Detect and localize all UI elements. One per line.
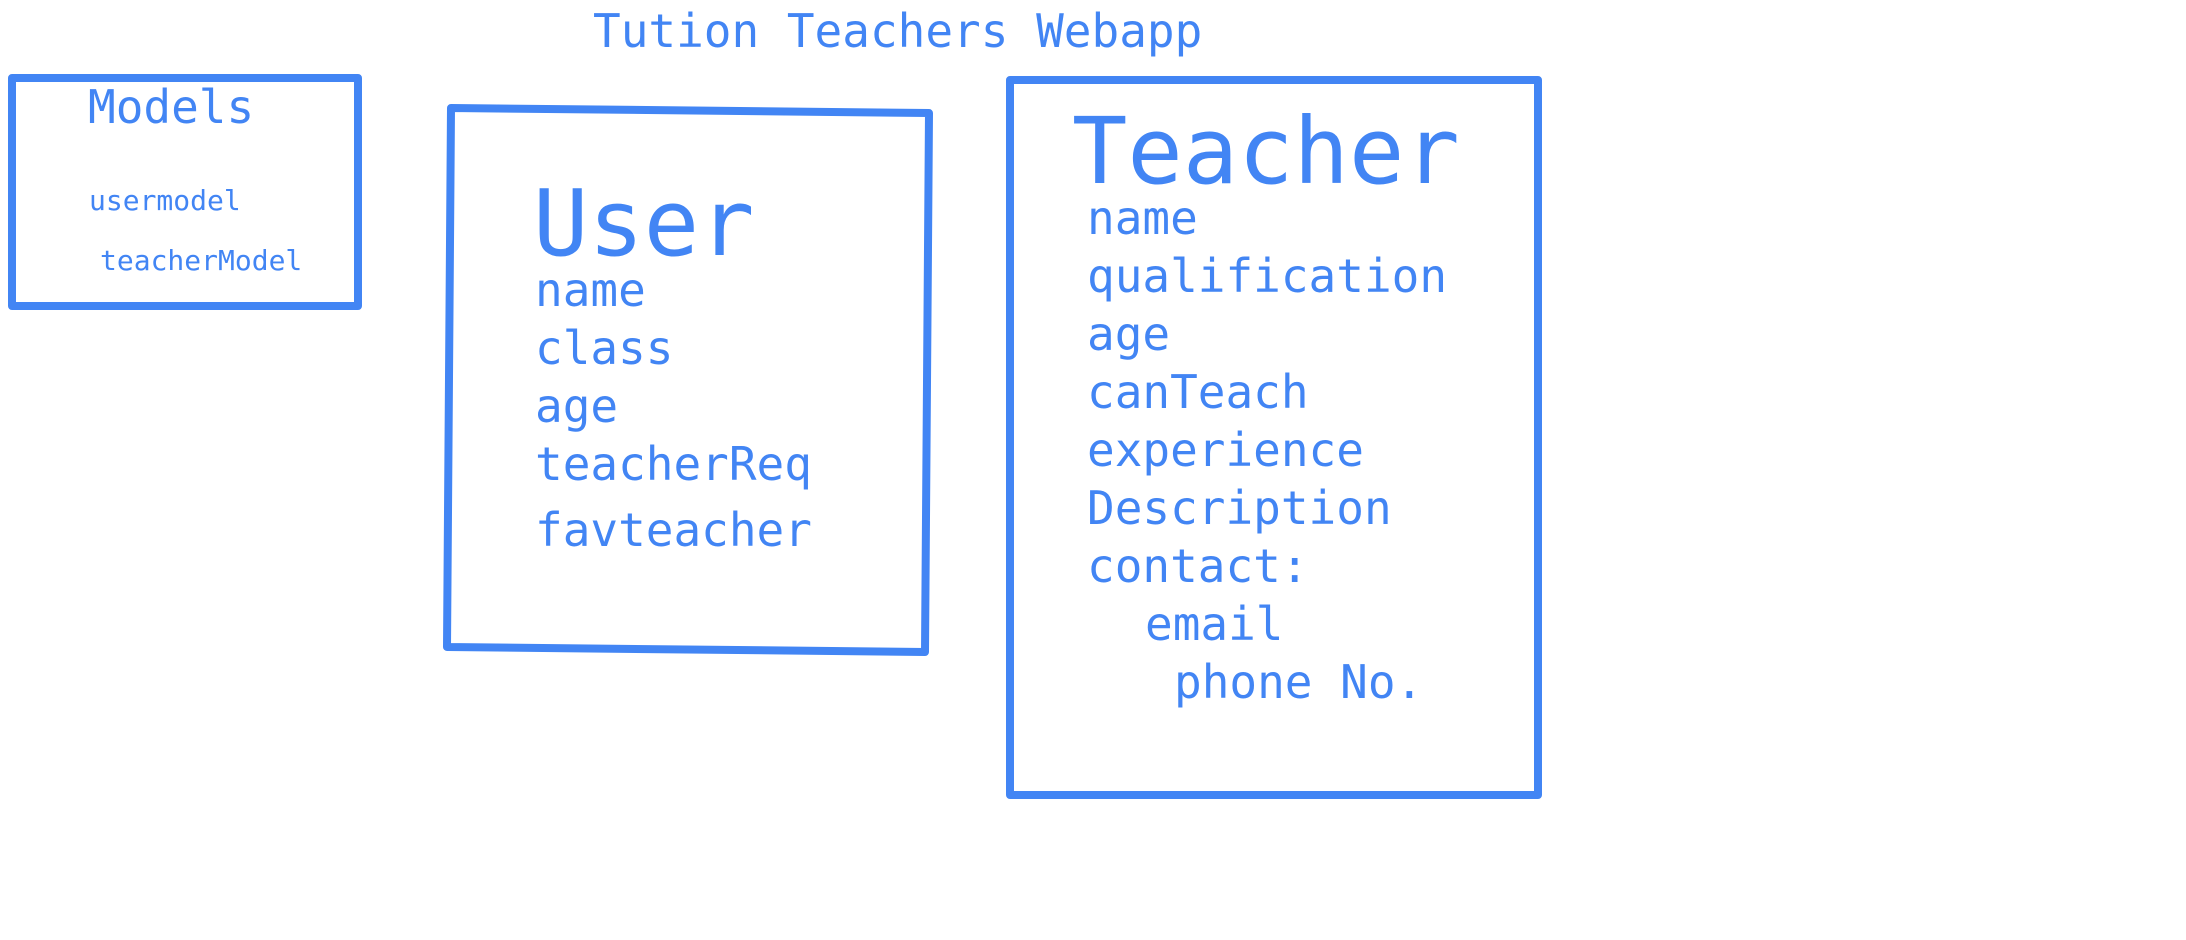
- user-field-name: name: [535, 263, 646, 317]
- user-field-favteacher: favteacher: [535, 503, 812, 557]
- teacher-field-name: name: [1087, 191, 1198, 245]
- teacher-field-canteach: canTeach: [1087, 365, 1309, 419]
- teacher-contact-email: email: [1145, 597, 1284, 651]
- user-field-class: class: [535, 321, 674, 375]
- user-box-title: User: [533, 170, 755, 277]
- models-box-title: Models: [88, 80, 255, 134]
- user-box: [443, 104, 933, 656]
- teacher-box-title: Teacher: [1072, 98, 1460, 205]
- teacher-field-age: age: [1087, 307, 1171, 361]
- teacher-field-qualification: qualification: [1087, 249, 1448, 303]
- models-item-teachermodel: teacherModel: [100, 244, 303, 277]
- teacher-box: [1006, 76, 1542, 799]
- diagram-title: Tution Teachers Webapp: [593, 4, 1203, 58]
- teacher-field-description: Description: [1087, 481, 1392, 535]
- models-item-usermodel: usermodel: [89, 184, 241, 217]
- models-box: [8, 74, 362, 310]
- user-field-age: age: [535, 379, 619, 433]
- user-field-teacherreq: teacherReq: [535, 437, 812, 491]
- teacher-field-contact: contact:: [1087, 539, 1309, 593]
- teacher-contact-phone: phone No.: [1174, 655, 1424, 709]
- teacher-field-experience: experience: [1087, 423, 1364, 477]
